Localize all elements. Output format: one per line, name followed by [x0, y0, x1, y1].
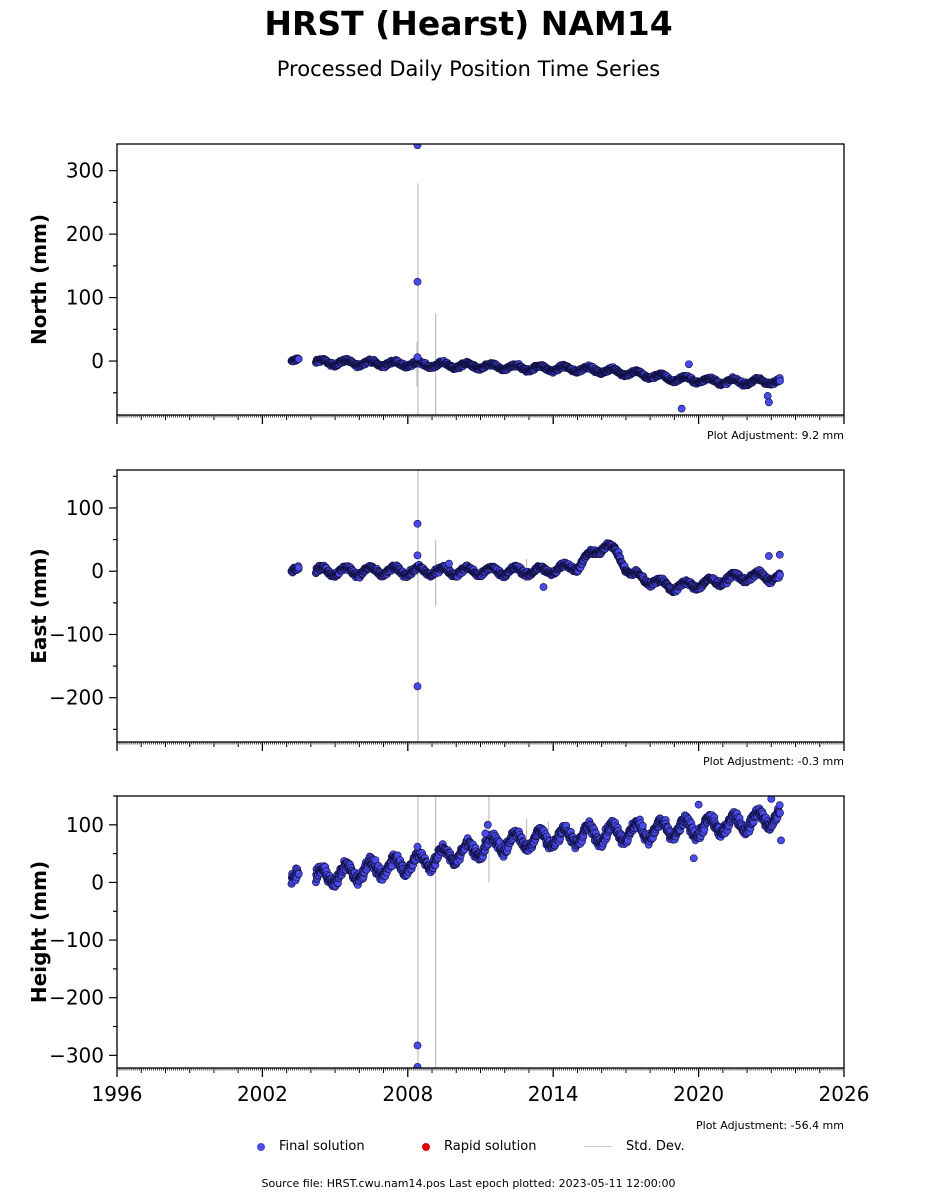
north-ytick-label: 300 — [66, 159, 104, 183]
north-data-layer — [287, 144, 784, 415]
east-outlier-point — [775, 550, 784, 559]
east-ytick-label: 0 — [91, 559, 104, 583]
east-ytick-label: −100 — [49, 622, 104, 646]
chart-subtitle: Processed Daily Position Time Series — [276, 57, 661, 81]
north-ytick-label: 200 — [66, 222, 104, 246]
height-point — [294, 869, 303, 878]
east-ytick-label: −200 — [49, 686, 104, 710]
north-outlier-point — [677, 404, 686, 413]
east-outlier-point — [413, 519, 422, 528]
east-axes-frame — [116, 469, 845, 743]
north-panel: 0 100 200 300 North (mm) — [27, 143, 845, 424]
north-outlier-point — [685, 360, 693, 369]
east-outlier-point — [413, 551, 422, 560]
north-ylabel: North (mm) — [27, 214, 51, 345]
north-outlier-point — [413, 277, 422, 286]
north-ytick-label: 100 — [66, 286, 104, 310]
north-ytick-label: 0 — [91, 349, 104, 373]
north-outlier-point — [763, 392, 772, 400]
north-point — [294, 355, 303, 363]
north-point — [776, 376, 784, 385]
north-outlier-point — [413, 353, 422, 362]
east-ylabel: East (mm) — [27, 548, 51, 664]
east-outlier-point — [764, 552, 773, 560]
north-outlier-point — [413, 144, 422, 150]
height-panel: 1996 2002 2008 2014 2020 2026−300−200−1000100… — [27, 795, 869, 1106]
east-ytick-label: 100 — [66, 496, 104, 520]
chart-title: HRST (Hearst) NAM14 — [264, 4, 673, 43]
east-point — [776, 571, 784, 579]
east-panel: −200 −100 0 100 East (mm) — [27, 469, 845, 751]
east-outlier-point — [413, 682, 422, 691]
east-data-layer — [287, 470, 784, 742]
east-outlier-point — [445, 559, 453, 568]
north-outlier-point — [764, 398, 773, 407]
east-point — [294, 563, 303, 572]
east-outlier-point — [539, 583, 548, 591]
height-data-layer — [287, 796, 785, 1068]
